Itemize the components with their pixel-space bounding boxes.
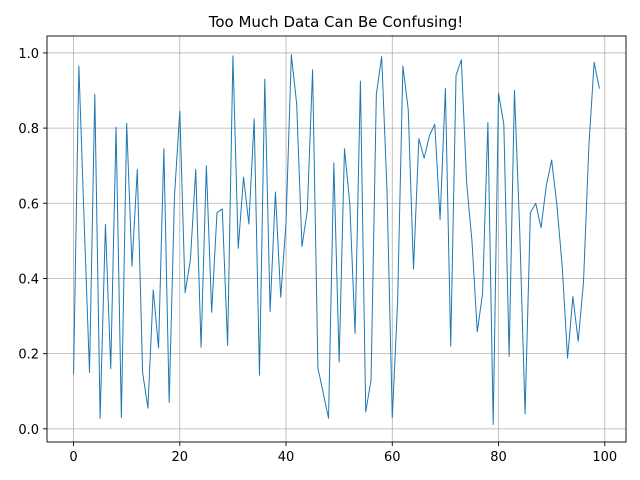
x-tick-label: 0 [69, 450, 77, 465]
y-tick-label: 1.0 [18, 47, 39, 62]
x-tick-label: 20 [172, 450, 189, 465]
x-tick-label: 80 [490, 450, 507, 465]
x-tick-label: 100 [592, 450, 617, 465]
y-axis-ticks: 0.0 0.2 0.4 0.6 0.8 1.0 [18, 47, 47, 438]
series-layer [73, 54, 600, 425]
plot-frame [46, 35, 627, 443]
chart-title: Too Much Data Can Be Confusing! [208, 13, 464, 31]
y-tick-label: 0.0 [18, 423, 39, 438]
y-tick-label: 0.6 [18, 197, 39, 212]
y-tick-label: 0.2 [18, 348, 39, 363]
x-axis-ticks: 0 20 40 60 80 100 [69, 442, 617, 465]
axes-frame [46, 35, 627, 443]
y-tick-label: 0.4 [18, 272, 39, 287]
x-tick-label: 60 [384, 450, 401, 465]
x-tick-label: 40 [278, 450, 295, 465]
y-tick-label: 0.8 [18, 122, 39, 137]
series-line [73, 54, 600, 425]
